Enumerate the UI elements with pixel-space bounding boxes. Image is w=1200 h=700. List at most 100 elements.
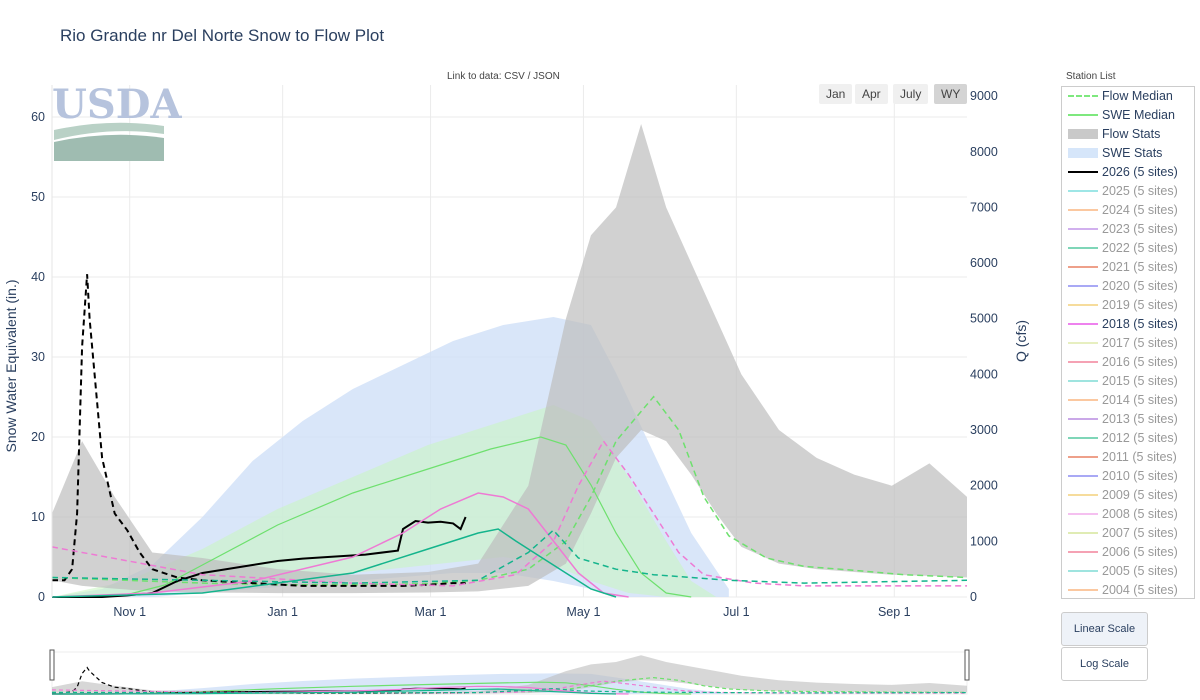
y-right-tick-label: 3000 — [970, 423, 998, 437]
legend-swatch — [1068, 209, 1098, 211]
legend-swatch — [1068, 228, 1098, 230]
legend-swatch — [1068, 418, 1098, 420]
legend-item[interactable]: 2009 (5 sites) — [1062, 486, 1194, 505]
legend-item[interactable]: 2007 (5 sites) — [1062, 524, 1194, 543]
legend-swatch — [1068, 380, 1098, 382]
legend-label: 2015 (5 sites) — [1102, 374, 1178, 388]
legend-swatch — [1068, 95, 1098, 97]
link-separator: / — [524, 71, 534, 82]
legend-swatch — [1068, 570, 1098, 572]
legend-swatch — [1068, 456, 1098, 458]
legend-label: 2012 (5 sites) — [1102, 431, 1178, 445]
legend-label: 2024 (5 sites) — [1102, 203, 1178, 217]
legend-label: 2018 (5 sites) — [1102, 317, 1178, 331]
legend-item[interactable]: Flow Stats — [1062, 125, 1194, 144]
legend-label: 2025 (5 sites) — [1102, 184, 1178, 198]
station-legend[interactable]: Flow Median SWE Median Flow Stats SWE Stats… — [1061, 86, 1195, 599]
legend-item[interactable]: 2017 (5 sites) — [1062, 334, 1194, 353]
legend-item[interactable]: 2018 (5 sites) — [1062, 315, 1194, 334]
legend-swatch — [1068, 304, 1098, 306]
legend-item[interactable]: Flow Median — [1062, 87, 1194, 106]
legend-item[interactable]: 2026 (5 sites) — [1062, 163, 1194, 182]
legend-item[interactable]: SWE Stats — [1062, 144, 1194, 163]
legend-swatch — [1068, 190, 1098, 192]
legend-label: 2022 (5 sites) — [1102, 241, 1178, 255]
flow-stats-band-area — [52, 123, 967, 594]
legend-label: Flow Median — [1102, 89, 1173, 103]
legend-item[interactable]: 2012 (5 sites) — [1062, 429, 1194, 448]
legend-label: 2026 (5 sites) — [1102, 165, 1178, 179]
legend-item[interactable]: 2004 (5 sites) — [1062, 581, 1194, 598]
range-button-july[interactable]: July — [893, 84, 929, 104]
x-tick-label: Mar 1 — [415, 605, 447, 619]
legend-item[interactable]: 2005 (5 sites) — [1062, 562, 1194, 581]
legend-item[interactable]: 2016 (5 sites) — [1062, 353, 1194, 372]
json-link[interactable]: JSON — [533, 71, 560, 82]
legend-label: 2019 (5 sites) — [1102, 298, 1178, 312]
linear-scale-button[interactable]: Linear Scale — [1061, 612, 1148, 646]
legend-item[interactable]: 2011 (5 sites) — [1062, 448, 1194, 467]
legend-label: 2020 (5 sites) — [1102, 279, 1178, 293]
y-right-tick-label: 0 — [970, 590, 977, 604]
series-lines — [51, 274, 968, 598]
mini-series-line — [51, 680, 967, 694]
legend-item[interactable]: 2008 (5 sites) — [1062, 505, 1194, 524]
legend-swatch — [1068, 323, 1098, 325]
y-left-tick-label: 60 — [31, 110, 45, 124]
legend-item[interactable]: 2024 (5 sites) — [1062, 201, 1194, 220]
data-link-row: Link to data: CSV / JSON — [447, 71, 560, 82]
legend-swatch — [1068, 266, 1098, 268]
legend-item[interactable]: 2025 (5 sites) — [1062, 182, 1194, 201]
y-right-axis-title: Q (cfs) — [1013, 320, 1029, 362]
legend-label: 2004 (5 sites) — [1102, 583, 1178, 597]
legend-item[interactable]: 2006 (5 sites) — [1062, 543, 1194, 562]
y-left-axis-title: Snow Water Equivalent (in.) — [3, 280, 19, 453]
legend-item[interactable]: 2014 (5 sites) — [1062, 391, 1194, 410]
series-line — [52, 274, 466, 587]
y-left-tick-label: 40 — [31, 270, 45, 284]
legend-swatch — [1068, 399, 1098, 401]
range-button-jan[interactable]: Jan — [819, 84, 853, 104]
y-right-tick-label: 9000 — [970, 89, 998, 103]
range-slider[interactable] — [49, 649, 970, 695]
y-left-tick-label: 20 — [31, 430, 45, 444]
legend-label: 2011 (5 sites) — [1102, 450, 1177, 464]
legend-swatch — [1068, 532, 1098, 534]
series-line — [52, 516, 467, 598]
legend-swatch — [1068, 475, 1098, 477]
legend-label: SWE Stats — [1102, 146, 1163, 160]
legend-swatch — [1068, 551, 1098, 553]
range-button-wy[interactable]: WY — [934, 84, 968, 104]
legend-swatch — [1068, 171, 1098, 173]
legend-item[interactable]: 2019 (5 sites) — [1062, 296, 1194, 315]
legend-item[interactable]: 2010 (5 sites) — [1062, 467, 1194, 486]
legend-item[interactable]: SWE Median — [1062, 106, 1194, 125]
range-slider-right-handle — [964, 649, 970, 681]
legend-item[interactable]: 2021 (5 sites) — [1062, 258, 1194, 277]
range-button-apr[interactable]: Apr — [855, 84, 888, 104]
log-scale-button[interactable]: Log Scale — [1061, 647, 1148, 681]
legend-item[interactable]: 2015 (5 sites) — [1062, 372, 1194, 391]
axes: Nov 1 Jan 1 Mar 1 May 1 Jul 1 Sep 1 0 10 20 30 40 5… — [3, 85, 1029, 619]
legend-item[interactable]: 2013 (5 sites) — [1062, 410, 1194, 429]
series-line — [51, 436, 692, 598]
csv-link[interactable]: CSV — [504, 71, 525, 82]
x-tick-label: Jan 1 — [267, 605, 298, 619]
mini-series-line — [51, 687, 968, 694]
legend-label: 2017 (5 sites) — [1102, 336, 1178, 350]
legend-item[interactable]: 2023 (5 sites) — [1062, 220, 1194, 239]
legend-item[interactable]: 2020 (5 sites) — [1062, 277, 1194, 296]
legend-item[interactable]: 2022 (5 sites) — [1062, 239, 1194, 258]
station-list-title: Station List — [1066, 71, 1116, 82]
legend-swatch — [1068, 494, 1098, 496]
mini-band — [52, 655, 967, 694]
series-line — [51, 528, 617, 598]
y-left-tick-label: 50 — [31, 190, 45, 204]
page-title: Rio Grande nr Del Norte Snow to Flow Plo… — [60, 26, 385, 45]
x-tick-label: May 1 — [566, 605, 600, 619]
legend-label: 2021 (5 sites) — [1102, 260, 1178, 274]
legend-label: 2010 (5 sites) — [1102, 469, 1178, 483]
y-left-tick-label: 30 — [31, 350, 45, 364]
mini-series-line — [51, 688, 617, 695]
